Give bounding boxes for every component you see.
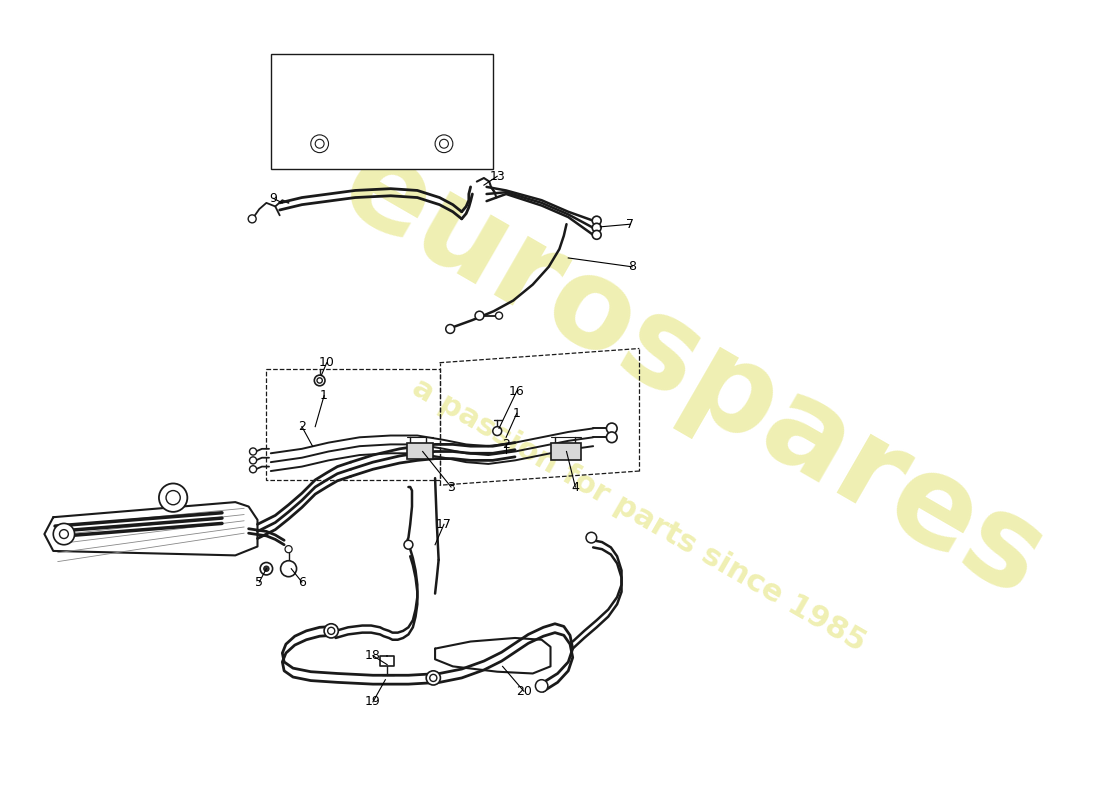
Circle shape [440, 139, 449, 148]
Text: 4: 4 [571, 481, 580, 494]
Text: 1: 1 [513, 407, 520, 420]
Circle shape [592, 230, 601, 239]
Text: 2: 2 [298, 420, 306, 433]
Circle shape [59, 530, 68, 538]
Text: a passion for parts since 1985: a passion for parts since 1985 [407, 373, 871, 658]
Circle shape [53, 523, 75, 545]
Text: 7: 7 [626, 218, 635, 230]
Circle shape [586, 532, 596, 543]
Circle shape [436, 135, 453, 153]
Text: 18: 18 [365, 650, 381, 662]
Circle shape [475, 311, 484, 320]
Circle shape [315, 375, 324, 386]
Text: 1: 1 [320, 389, 328, 402]
Circle shape [606, 423, 617, 434]
Text: 9: 9 [270, 192, 277, 205]
Text: 2: 2 [503, 438, 510, 451]
Text: 6: 6 [298, 575, 306, 589]
Circle shape [316, 139, 324, 148]
Bar [271, 54, 493, 169]
Text: 8: 8 [628, 260, 636, 274]
Bar [266, 369, 440, 480]
Circle shape [430, 674, 437, 682]
Bar [407, 442, 433, 458]
Circle shape [166, 490, 180, 505]
Circle shape [446, 325, 454, 334]
Circle shape [495, 312, 503, 319]
Circle shape [592, 216, 601, 225]
Circle shape [249, 215, 256, 223]
Circle shape [261, 562, 273, 575]
Circle shape [280, 561, 297, 577]
Text: 16: 16 [509, 385, 525, 398]
Circle shape [592, 223, 601, 232]
Text: 5: 5 [255, 575, 263, 589]
Circle shape [311, 135, 329, 153]
Text: eurospares: eurospares [320, 123, 1065, 623]
Circle shape [324, 624, 339, 638]
Circle shape [264, 566, 270, 571]
Circle shape [317, 378, 322, 383]
Circle shape [328, 627, 334, 634]
Circle shape [285, 546, 293, 553]
Circle shape [493, 426, 502, 435]
Text: 20: 20 [516, 685, 531, 698]
Circle shape [404, 540, 412, 549]
Text: 13: 13 [490, 170, 505, 182]
Text: 17: 17 [436, 518, 452, 531]
Circle shape [426, 671, 440, 685]
Circle shape [606, 432, 617, 442]
Circle shape [250, 466, 256, 473]
Circle shape [250, 457, 256, 464]
Text: 19: 19 [365, 695, 381, 708]
Circle shape [158, 483, 187, 512]
Text: 10: 10 [319, 356, 334, 370]
Bar [550, 442, 581, 460]
Circle shape [250, 448, 256, 455]
Circle shape [536, 680, 548, 692]
Text: 3: 3 [447, 481, 455, 494]
